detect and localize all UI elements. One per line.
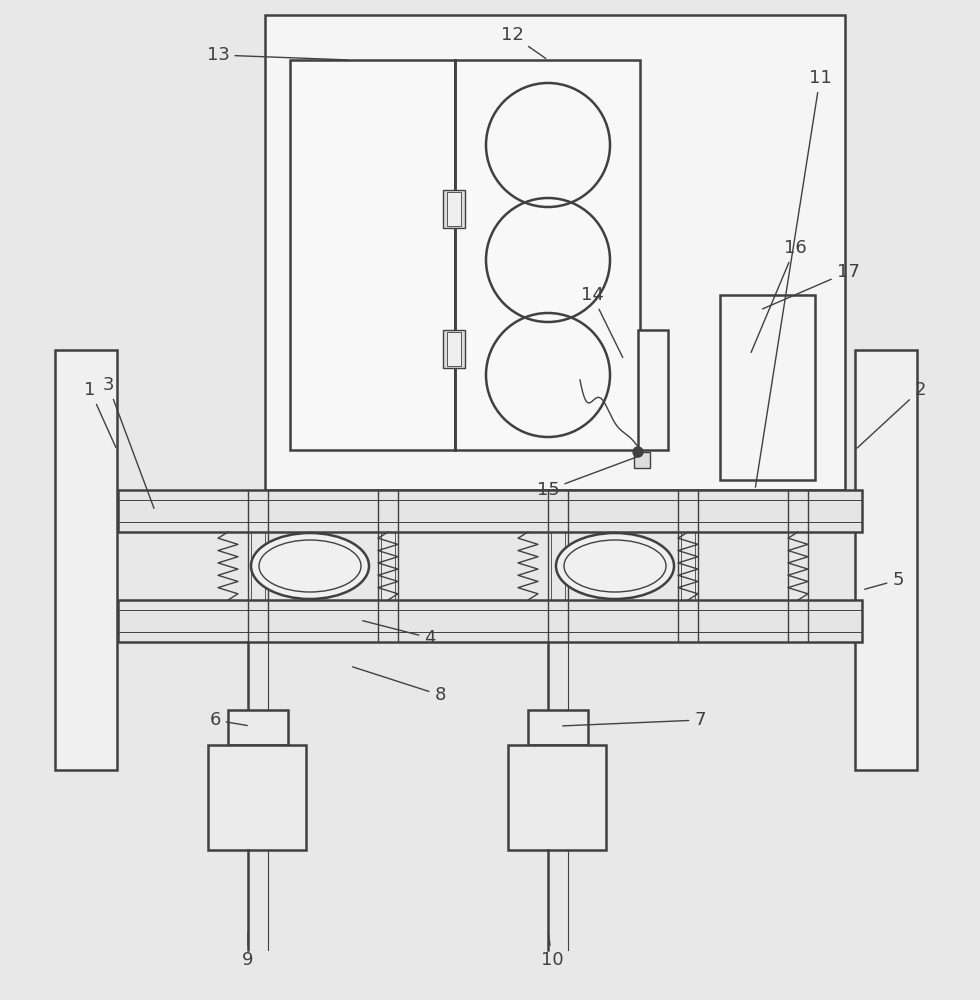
Text: 6: 6: [210, 711, 247, 729]
Text: 16: 16: [751, 239, 807, 352]
Bar: [443, 330, 465, 368]
Text: 9: 9: [242, 933, 254, 969]
Text: 8: 8: [353, 667, 446, 704]
Bar: [208, 745, 306, 850]
Bar: [455, 60, 640, 450]
Bar: [118, 600, 862, 642]
Bar: [447, 192, 461, 226]
Text: 10: 10: [541, 933, 564, 969]
Text: 12: 12: [501, 26, 546, 58]
Ellipse shape: [251, 533, 369, 599]
Text: 13: 13: [207, 46, 347, 64]
Text: 11: 11: [756, 69, 831, 487]
Text: 1: 1: [84, 381, 116, 447]
Bar: [720, 295, 815, 480]
Bar: [528, 710, 588, 745]
Text: 17: 17: [762, 263, 859, 309]
Bar: [228, 710, 288, 745]
Text: 3: 3: [102, 376, 154, 508]
Text: 5: 5: [864, 571, 904, 589]
Bar: [55, 350, 117, 770]
Bar: [443, 190, 465, 228]
Text: 4: 4: [363, 621, 436, 647]
Bar: [265, 15, 845, 490]
Bar: [290, 60, 455, 450]
Text: 7: 7: [563, 711, 706, 729]
Text: 2: 2: [858, 381, 926, 448]
Ellipse shape: [556, 533, 674, 599]
Text: 14: 14: [580, 286, 622, 358]
Bar: [447, 332, 461, 366]
Circle shape: [633, 447, 643, 457]
Bar: [634, 452, 650, 468]
Bar: [638, 330, 668, 450]
Text: 15: 15: [537, 456, 639, 499]
Bar: [118, 490, 862, 532]
Bar: [508, 745, 606, 850]
Bar: [855, 350, 917, 770]
